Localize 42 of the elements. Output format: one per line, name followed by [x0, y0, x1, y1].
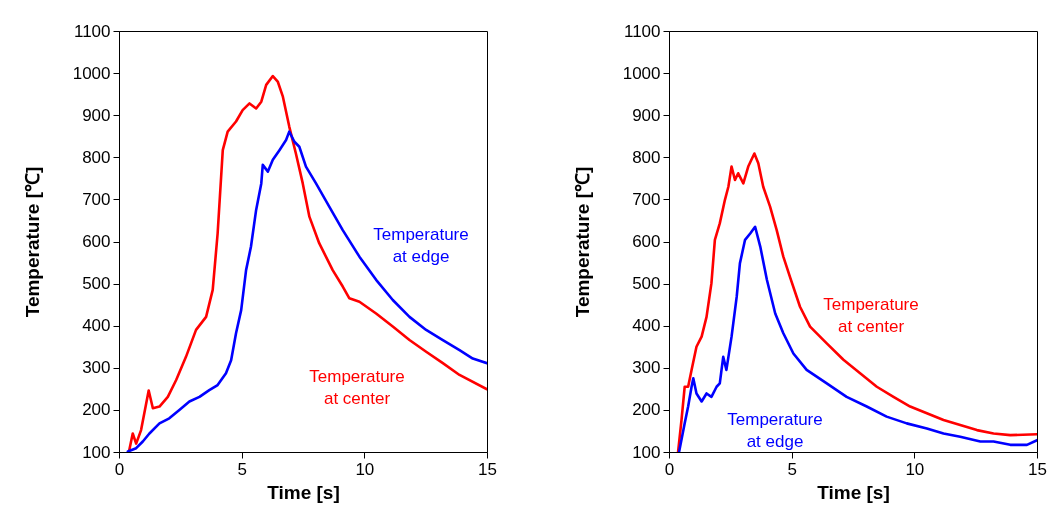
y-tick-label: 200	[632, 400, 661, 420]
y-tick-label: 900	[82, 105, 111, 125]
y-axis-title: Temperature [℃]	[21, 166, 43, 318]
y-tick-label: 100	[82, 442, 111, 462]
series-label: Temperature at edge	[727, 410, 823, 451]
y-tick-label: 700	[82, 189, 111, 209]
y-tick-label: 300	[632, 358, 661, 378]
y-tick-label: 600	[632, 232, 661, 251]
x-axis-title: Time [s]	[267, 481, 340, 503]
x-tick-label: 15	[478, 459, 497, 479]
y-tick-label: 500	[632, 274, 661, 294]
series-label: Temperature at center	[823, 295, 919, 336]
series-label: Temperature at edge	[373, 225, 469, 266]
y-tick-label: 800	[82, 147, 111, 167]
y-tick-label: 300	[82, 358, 111, 378]
y-tick-label: 1100	[623, 21, 661, 41]
y-tick-label: 700	[632, 189, 661, 209]
y-tick-label: 600	[82, 232, 111, 251]
line-series	[677, 225, 1037, 452]
line-series	[128, 74, 487, 452]
y-tick-label: 900	[632, 105, 661, 125]
x-tick-label: 15	[1028, 459, 1047, 479]
y-tick-label: 800	[632, 147, 661, 167]
y-axis-title: Temperature [℃]	[571, 166, 593, 318]
y-tick-label: 400	[632, 316, 661, 336]
x-tick-label: 0	[114, 459, 125, 479]
y-tick-label: 200	[82, 400, 111, 420]
x-tick-label: 5	[787, 459, 797, 479]
line-series	[126, 130, 487, 452]
x-axis-title: Time [s]	[817, 481, 890, 503]
y-tick-label: 500	[82, 274, 111, 294]
x-tick-label: 0	[664, 459, 675, 479]
series-label: Temperature at center	[309, 367, 405, 408]
line-series	[676, 152, 1037, 452]
y-tick-label: 1000	[72, 63, 111, 83]
x-tick-label: 10	[905, 459, 925, 479]
y-tick-label: 100	[632, 442, 661, 462]
x-tick-label: 10	[355, 459, 375, 479]
y-tick-label: 1100	[73, 21, 111, 41]
y-tick-label: 1000	[622, 63, 661, 83]
x-tick-label: 5	[237, 459, 247, 479]
y-tick-label: 400	[82, 316, 111, 336]
